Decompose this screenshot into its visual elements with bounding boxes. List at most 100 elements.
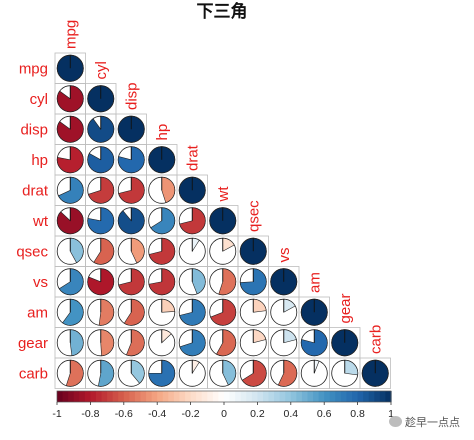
- row-label-mpg: mpg: [19, 60, 48, 77]
- cell-vs-wt: [207, 266, 239, 298]
- colorbar-segment: [346, 391, 353, 402]
- cell-wt-drat: [176, 205, 208, 237]
- pie-slice: [58, 176, 84, 204]
- cell-qsec-wt: [207, 235, 239, 267]
- colorbar-tick-label: 1: [388, 408, 394, 420]
- cell-disp-cyl: [85, 113, 117, 145]
- cell-am-cyl: [85, 296, 117, 328]
- cell-vs-hp: [146, 266, 178, 298]
- cell-wt-hp: [146, 205, 178, 237]
- watermark-text: 趁早一点点: [405, 416, 460, 429]
- pie-slice: [130, 359, 145, 384]
- colorbar-segment: [257, 391, 264, 402]
- colorbar-segment: [129, 391, 136, 402]
- cell-wt-mpg: [54, 205, 86, 237]
- cell-gear-am: [298, 327, 330, 359]
- cell-mpg-mpg: [54, 52, 86, 84]
- pie-slice: [69, 329, 84, 357]
- cell-cyl-mpg: [54, 83, 86, 115]
- pie-slice: [100, 329, 115, 357]
- cell-vs-qsec: [237, 266, 269, 298]
- chart-title: 下三角: [197, 1, 248, 22]
- col-label-mpg: mpg: [62, 20, 79, 49]
- cell-disp-disp: [115, 113, 147, 145]
- col-label-cyl: cyl: [93, 61, 110, 79]
- watermark: 趁早一点点: [389, 414, 460, 430]
- pie-slice: [191, 268, 206, 295]
- cell-am-disp: [115, 296, 147, 328]
- colorbar-segment: [107, 391, 114, 402]
- colorbar-segment: [207, 391, 214, 402]
- pie-slice: [344, 359, 359, 376]
- cell-qsec-cyl: [85, 235, 117, 267]
- col-label-disp: disp: [123, 82, 140, 110]
- cell-carb-mpg: [54, 357, 86, 389]
- cell-gear-gear: [329, 327, 361, 359]
- cell-qsec-hp: [146, 235, 178, 267]
- cell-drat-cyl: [85, 174, 117, 206]
- colorbar-segment: [168, 391, 175, 402]
- color-legend: -1 -0.8 -0.6 -0.4 -0.2 0 0.2 0.4 0.6 0.8 1: [52, 390, 394, 420]
- pie-slice: [222, 359, 237, 386]
- cell-hp-cyl: [85, 144, 117, 176]
- cell-vs-cyl: [85, 266, 117, 298]
- colorbar-segment: [318, 391, 325, 402]
- col-label-vs: vs: [276, 248, 293, 263]
- grid-cell: [359, 357, 391, 389]
- colorbar-segment: [173, 391, 181, 402]
- row-label-qsec: qsec: [16, 243, 48, 260]
- col-label-gear: gear: [337, 293, 354, 323]
- cell-carb-cyl: [85, 357, 117, 389]
- colorbar-segment: [218, 391, 225, 402]
- pie-slice: [277, 359, 298, 387]
- colorbar-segment: [151, 391, 158, 402]
- colorbar-tick-label: 0.2: [250, 408, 265, 420]
- colorbar-tick-label: -1: [52, 408, 61, 420]
- col-label-qsec: qsec: [245, 200, 262, 232]
- pie-slice: [161, 176, 176, 204]
- colorbar-segment: [118, 391, 125, 402]
- colorbar-segment: [212, 391, 220, 402]
- pie-slice: [58, 268, 84, 296]
- colorbar-segment: [296, 391, 303, 402]
- colorbar-segment: [313, 391, 320, 402]
- colorbar-segment: [112, 391, 119, 402]
- cell-am-vs: [268, 296, 300, 328]
- row-label-vs: vs: [33, 274, 48, 291]
- colorbar-tick-label: -0.8: [81, 408, 99, 420]
- pie-slice: [123, 298, 145, 326]
- colorbar-tick-label: 0: [221, 408, 227, 420]
- cell-gear-drat: [176, 327, 208, 359]
- colorbar-segment: [368, 391, 375, 402]
- row-label-disp: disp: [20, 121, 48, 138]
- colorbar-segment: [246, 391, 253, 402]
- colorbar-segment: [235, 391, 242, 402]
- colorbar-segment: [379, 391, 387, 402]
- colorbar-segment: [95, 391, 103, 402]
- cell-carb-drat: [176, 357, 208, 389]
- colorbar-segment: [290, 391, 297, 402]
- row-label-hp: hp: [31, 152, 48, 169]
- pie-slice: [216, 329, 237, 357]
- cell-carb-hp: [146, 357, 178, 389]
- cell-gear-mpg: [54, 327, 86, 359]
- cell-hp-mpg: [54, 144, 86, 176]
- colorbar-segment: [201, 391, 208, 402]
- pie-slice: [241, 359, 267, 387]
- colorbar-segment: [90, 391, 97, 402]
- cell-am-wt: [207, 296, 239, 328]
- cell-am-am: [298, 296, 330, 328]
- colorbar-segment: [374, 391, 381, 402]
- cell-carb-disp: [115, 357, 147, 389]
- cell-vs-drat: [176, 266, 208, 298]
- pie-slice: [69, 237, 84, 264]
- colorbar-segment: [84, 391, 91, 402]
- cell-hp-hp: [146, 144, 178, 176]
- row-label-drat: drat: [22, 182, 49, 199]
- colorbar-segment: [134, 391, 142, 402]
- cell-gear-disp: [115, 327, 147, 359]
- colorbar-segment: [229, 391, 236, 402]
- colorbar-segment: [190, 391, 197, 402]
- pie-slice: [126, 329, 145, 357]
- pie-slice: [150, 207, 176, 235]
